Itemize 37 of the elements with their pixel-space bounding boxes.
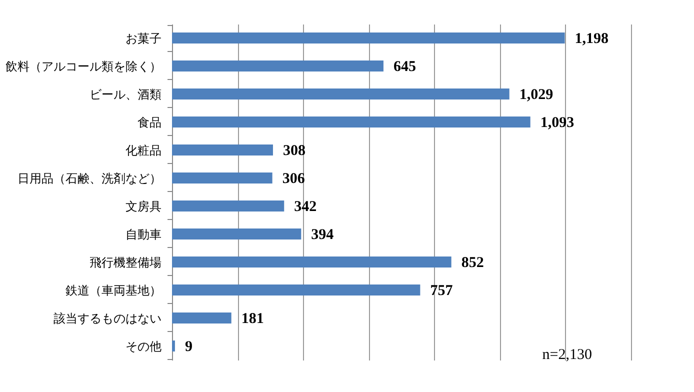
data-label: 852	[461, 255, 484, 271]
bar	[172, 60, 384, 72]
bar	[172, 312, 232, 324]
data-label: 342	[294, 199, 317, 215]
data-label: 757	[430, 283, 454, 299]
bar	[172, 144, 273, 156]
data-label: 9	[184, 339, 192, 355]
data-label: 1,198	[574, 31, 609, 47]
y-tick-label: お菓子	[126, 32, 162, 46]
y-tick-label: 文房具	[126, 200, 162, 214]
bar	[172, 116, 530, 128]
y-tick-label: 飲料（アルコール類を除く）	[6, 60, 162, 74]
annotation: n=2,130	[542, 347, 592, 363]
bar	[172, 340, 175, 352]
y-tick-label: 飛行機整備場	[90, 256, 162, 270]
y-tick-label: 食品	[138, 116, 162, 130]
bar	[172, 228, 302, 240]
bar	[172, 32, 565, 44]
data-label: 181	[241, 311, 264, 327]
y-tick-label: 鉄道（車両基地）	[66, 284, 162, 298]
y-tick-label: ビール、酒類	[90, 88, 162, 102]
y-tick-label: 化粧品	[126, 144, 162, 158]
data-label: 645	[393, 59, 416, 75]
y-tick-label: 日用品（石鹸、洗剤など）	[18, 172, 162, 186]
bar	[172, 172, 272, 184]
bar	[172, 284, 420, 296]
data-label: 306	[282, 171, 306, 187]
y-tick-label: 自動車	[126, 228, 162, 242]
bar	[172, 200, 284, 212]
bar	[172, 256, 452, 268]
data-label: 394	[311, 227, 334, 243]
data-label: 1,029	[519, 87, 554, 103]
y-tick-label: その他	[126, 340, 162, 354]
data-label: 1,093	[540, 115, 574, 131]
data-label: 308	[282, 143, 306, 159]
y-tick-label: 該当するものはない	[54, 312, 162, 326]
bar	[172, 88, 510, 100]
